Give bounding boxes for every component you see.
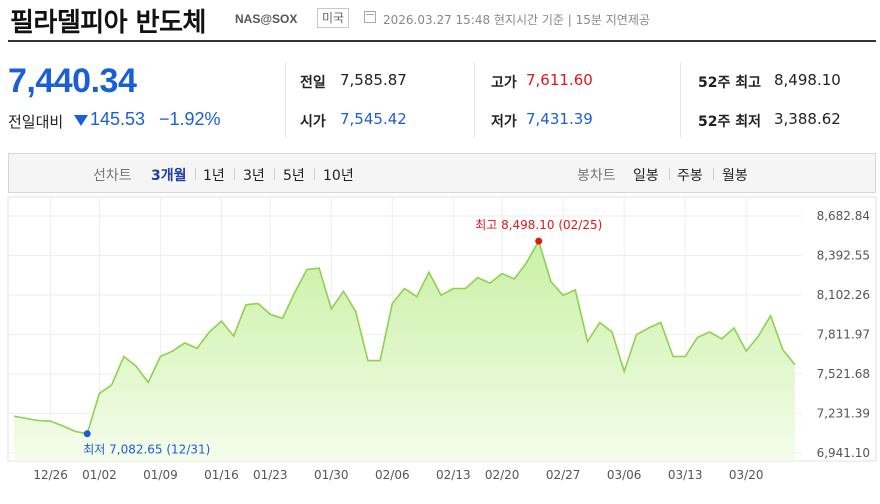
divider xyxy=(234,168,235,180)
y-tick-label: 8,102.26 xyxy=(817,288,870,302)
52w-high-label: 52주 최고 xyxy=(698,75,761,91)
calendar-icon xyxy=(364,11,376,23)
divider xyxy=(680,62,681,138)
y-tick-label: 7,231.39 xyxy=(817,407,870,421)
price-line xyxy=(13,239,796,435)
weekly-candle-tab[interactable]: 주봉 xyxy=(677,168,703,184)
price-area xyxy=(14,241,795,461)
prev-close-label: 전일 xyxy=(300,75,326,91)
x-tick-label: 02/06 xyxy=(375,468,410,482)
low-annotation: 최저 7,082.65 (12/31) xyxy=(83,443,210,457)
x-tick-label: 12/26 xyxy=(33,468,68,482)
x-tick-label: 02/13 xyxy=(436,468,471,482)
change-label: 전일대비 xyxy=(8,113,64,131)
change-value: 145.53 xyxy=(90,109,146,129)
header: 필라델피아 반도체 NAS@SOX 미국 2026.03.27 15:48 현지… xyxy=(0,0,880,38)
52w-low-value: 3,388.62 xyxy=(774,110,841,128)
x-tick-label: 01/23 xyxy=(253,468,288,482)
y-tick-label: 7,811.97 xyxy=(817,328,870,342)
down-arrow-icon xyxy=(74,115,88,126)
x-tick-label: 02/27 xyxy=(546,468,581,482)
x-tick-label: 01/16 xyxy=(204,468,239,482)
divider xyxy=(274,168,275,180)
daily-candle-tab[interactable]: 일봉 xyxy=(633,168,659,184)
prev-close-value: 7,585.87 xyxy=(340,71,407,89)
period-3y-tab[interactable]: 3년 xyxy=(243,168,265,184)
x-tick-label: 02/20 xyxy=(485,468,520,482)
high-point-marker xyxy=(535,237,543,245)
divider xyxy=(474,62,475,138)
header-divider xyxy=(8,40,876,42)
y-tick-label: 8,392.55 xyxy=(817,249,870,263)
x-tick-label: 01/02 xyxy=(82,468,117,482)
y-tick-label: 7,521.68 xyxy=(817,367,870,381)
x-tick-label: 01/30 xyxy=(314,468,349,482)
line-chart-label: 선차트 xyxy=(93,168,132,184)
x-tick-label: 03/13 xyxy=(668,468,703,482)
52w-low-label: 52주 최저 xyxy=(698,114,761,130)
divider xyxy=(195,168,196,180)
index-title: 필라델피아 반도체 xyxy=(10,8,206,38)
low-point-marker xyxy=(83,430,91,438)
high-value: 7,611.60 xyxy=(526,71,593,89)
divider xyxy=(285,62,286,138)
x-tick-label: 03/20 xyxy=(729,468,764,482)
divider xyxy=(314,168,315,180)
y-tick-label: 6,941.10 xyxy=(817,446,870,460)
high-annotation: 최고 8,498.10 (02/25) xyxy=(475,218,602,232)
open-label: 시가 xyxy=(300,114,326,130)
change-percent: −1.92% xyxy=(159,109,221,129)
divider xyxy=(713,168,714,180)
index-code: NAS@SOX xyxy=(235,12,298,26)
52w-high-value: 8,498.10 xyxy=(774,71,841,89)
price-chart: 8,682.84 8,392.55 8,102.26 7,811.97 7,521.68… xyxy=(7,196,877,482)
low-value: 7,431.39 xyxy=(526,110,593,128)
divider xyxy=(669,168,670,180)
period-10y-tab[interactable]: 10년 xyxy=(323,168,354,184)
high-label: 고가 xyxy=(491,75,517,91)
chart-toolbar: 선차트 3개월 1년 3년 5년 10년 봉차트 일봉 주봉 월봉 xyxy=(8,153,876,193)
period-3m-tab[interactable]: 3개월 xyxy=(151,168,187,184)
current-price: 7,440.34 xyxy=(8,62,137,100)
market-badge: 미국 xyxy=(317,8,350,28)
monthly-candle-tab[interactable]: 월봉 xyxy=(722,168,748,184)
low-label: 저가 xyxy=(491,114,517,130)
timestamp: 2026.03.27 15:48 현지시간 기준 | 15분 지연제공 xyxy=(383,13,650,27)
period-1y-tab[interactable]: 1년 xyxy=(203,168,225,184)
y-tick-label: 8,682.84 xyxy=(817,209,870,223)
candle-chart-label: 봉차트 xyxy=(577,168,616,184)
x-tick-label: 03/06 xyxy=(607,468,642,482)
open-value: 7,545.42 xyxy=(340,110,407,128)
period-5y-tab[interactable]: 5년 xyxy=(283,168,305,184)
x-tick-label: 01/09 xyxy=(143,468,178,482)
